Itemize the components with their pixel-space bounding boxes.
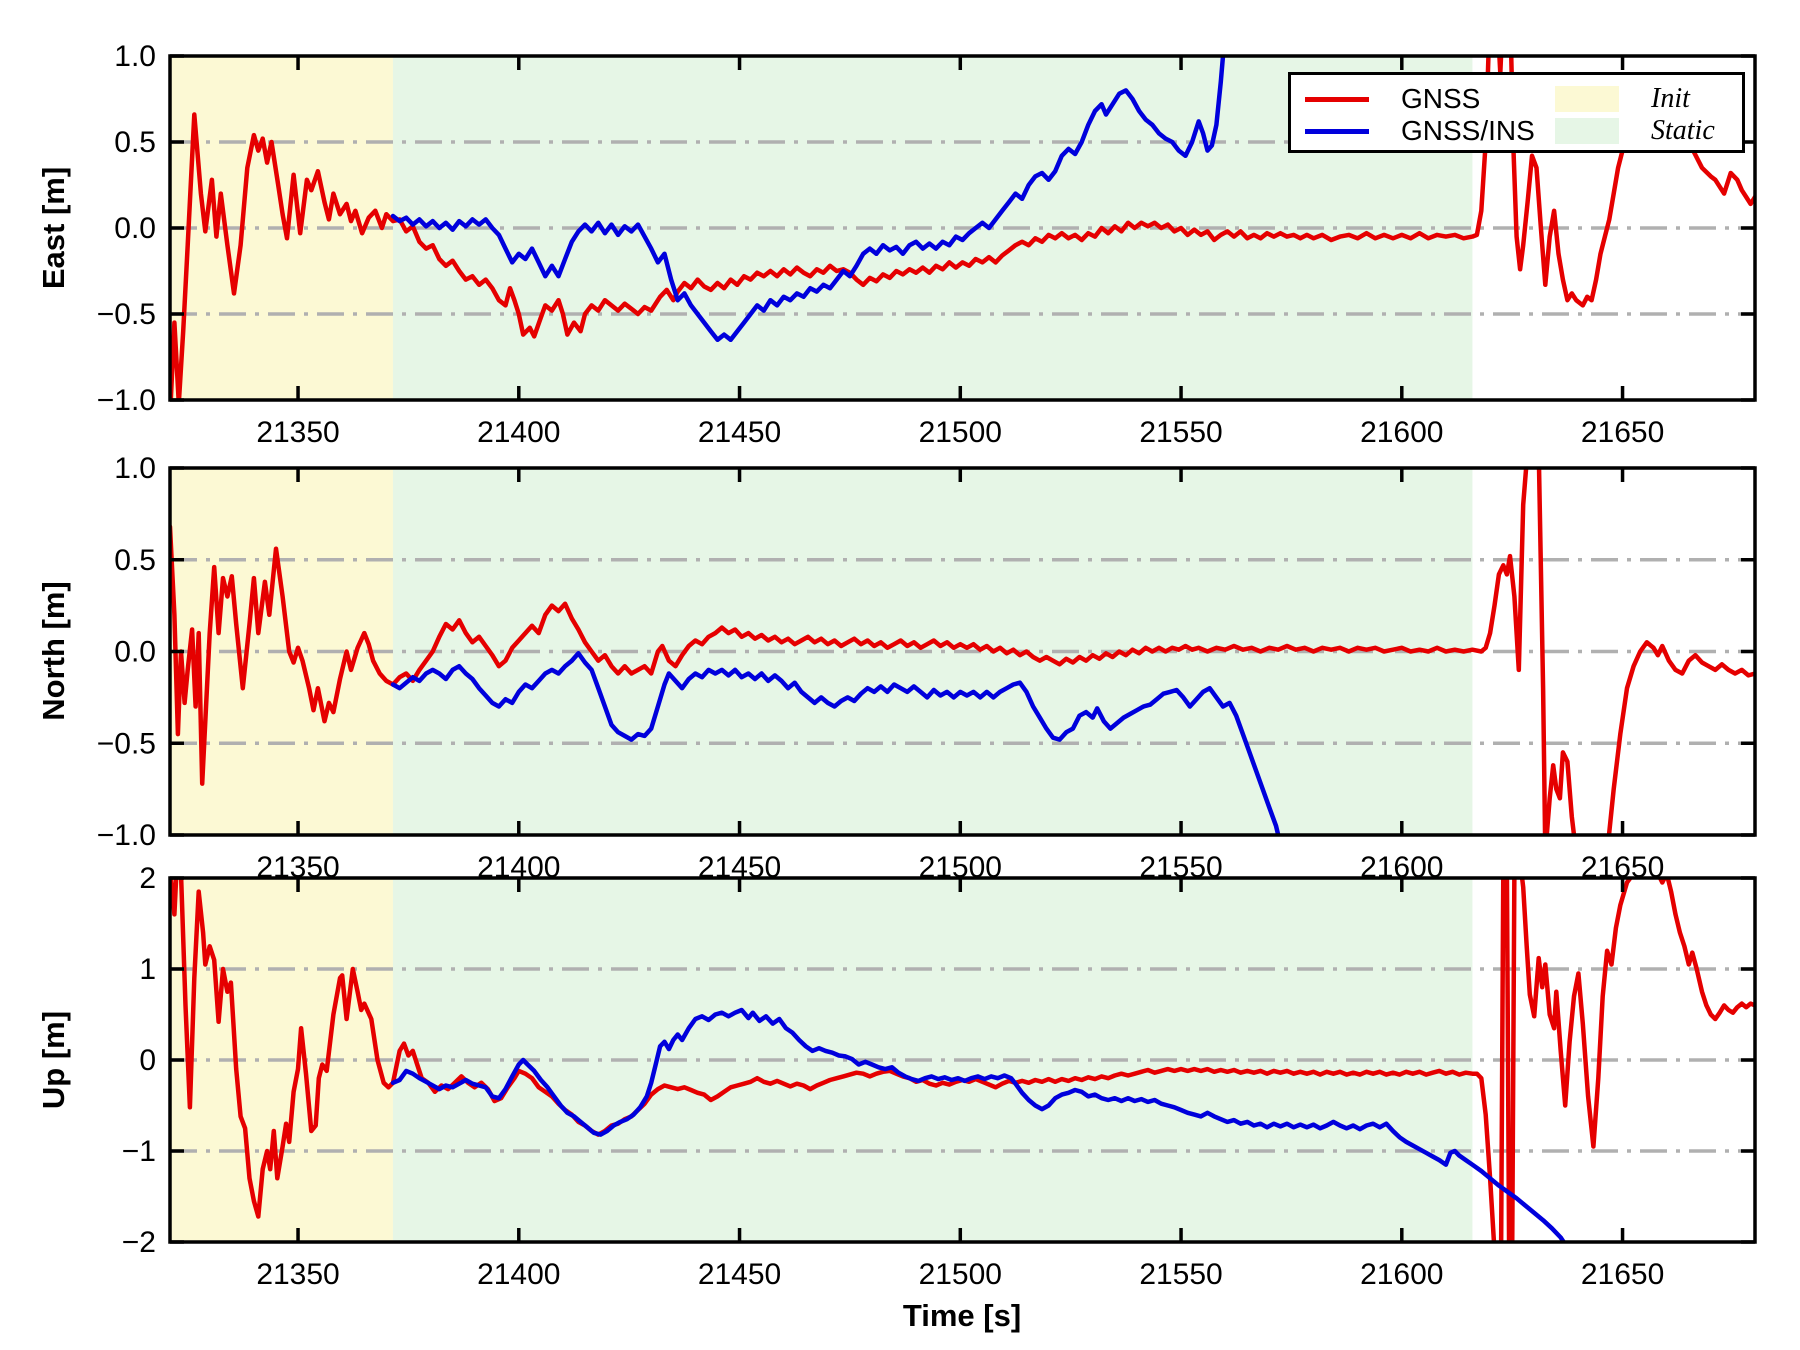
y-tick-label: 0.5 (114, 544, 156, 577)
y-tick-label: 0.0 (114, 212, 156, 245)
y-tick-label: 2 (139, 862, 156, 895)
series-line-gnss-ins (390, 56, 1226, 343)
y-tick-label: −0.5 (97, 727, 156, 760)
y-tick-label: −1.0 (97, 819, 156, 852)
y-tick-label: −1 (122, 1135, 156, 1168)
x-tick-label: 21550 (1139, 416, 1222, 449)
x-tick-label: 21550 (1139, 1258, 1222, 1291)
series-line-gnss (170, 56, 1755, 400)
legend-gnss-line-swatch (1305, 96, 1369, 102)
x-tick-label: 21500 (919, 416, 1002, 449)
x-tick-label: 21350 (256, 416, 339, 449)
x-tick-label: 21350 (256, 1258, 339, 1291)
x-tick-label: 21600 (1360, 1258, 1443, 1291)
series-line-gnss-ins (390, 1007, 1567, 1242)
y-tick-label: −2 (122, 1226, 156, 1259)
x-tick-label: 21650 (1581, 416, 1664, 449)
legend-static-patch-swatch (1555, 118, 1619, 144)
y-tick-label: 1.0 (114, 40, 156, 73)
y-tick-label: 0.0 (114, 636, 156, 669)
x-tick-label: 21400 (477, 416, 560, 449)
legend-gnss-ins-line-swatch (1305, 128, 1369, 134)
y-axis-label-east: East [m] (36, 166, 71, 290)
x-tick-label: 21450 (698, 1258, 781, 1291)
x-tick-label: 21400 (477, 1258, 560, 1291)
y-tick-label: 1.0 (114, 452, 156, 485)
legend: GNSS Init GNSS/INS Static (1288, 72, 1745, 153)
y-tick-label: −1.0 (97, 384, 156, 417)
y-tick-label: 0.5 (114, 126, 156, 159)
legend-static-label: Static (1651, 115, 1715, 146)
y-axis-label-north: North [m] (36, 581, 71, 721)
x-tick-label: 21600 (1360, 416, 1443, 449)
y-tick-label: −0.5 (97, 298, 156, 331)
y-axis-label-up: Up [m] (36, 1010, 71, 1110)
legend-gnss-ins-label: GNSS/INS (1401, 115, 1535, 146)
legend-init-patch-swatch (1555, 86, 1619, 112)
x-tick-label: 21500 (919, 1258, 1002, 1291)
y-tick-label: 1 (139, 953, 156, 986)
series-line-gnss (170, 468, 1755, 835)
legend-gnss-label: GNSS (1401, 83, 1481, 114)
x-axis-label: Time [s] (902, 1298, 1022, 1333)
series-line-gnss-ins (390, 651, 1281, 835)
x-tick-label: 21450 (698, 416, 781, 449)
legend-init-label: Init (1651, 83, 1690, 114)
y-tick-label: 0 (139, 1044, 156, 1077)
x-tick-label: 21650 (1581, 1258, 1664, 1291)
